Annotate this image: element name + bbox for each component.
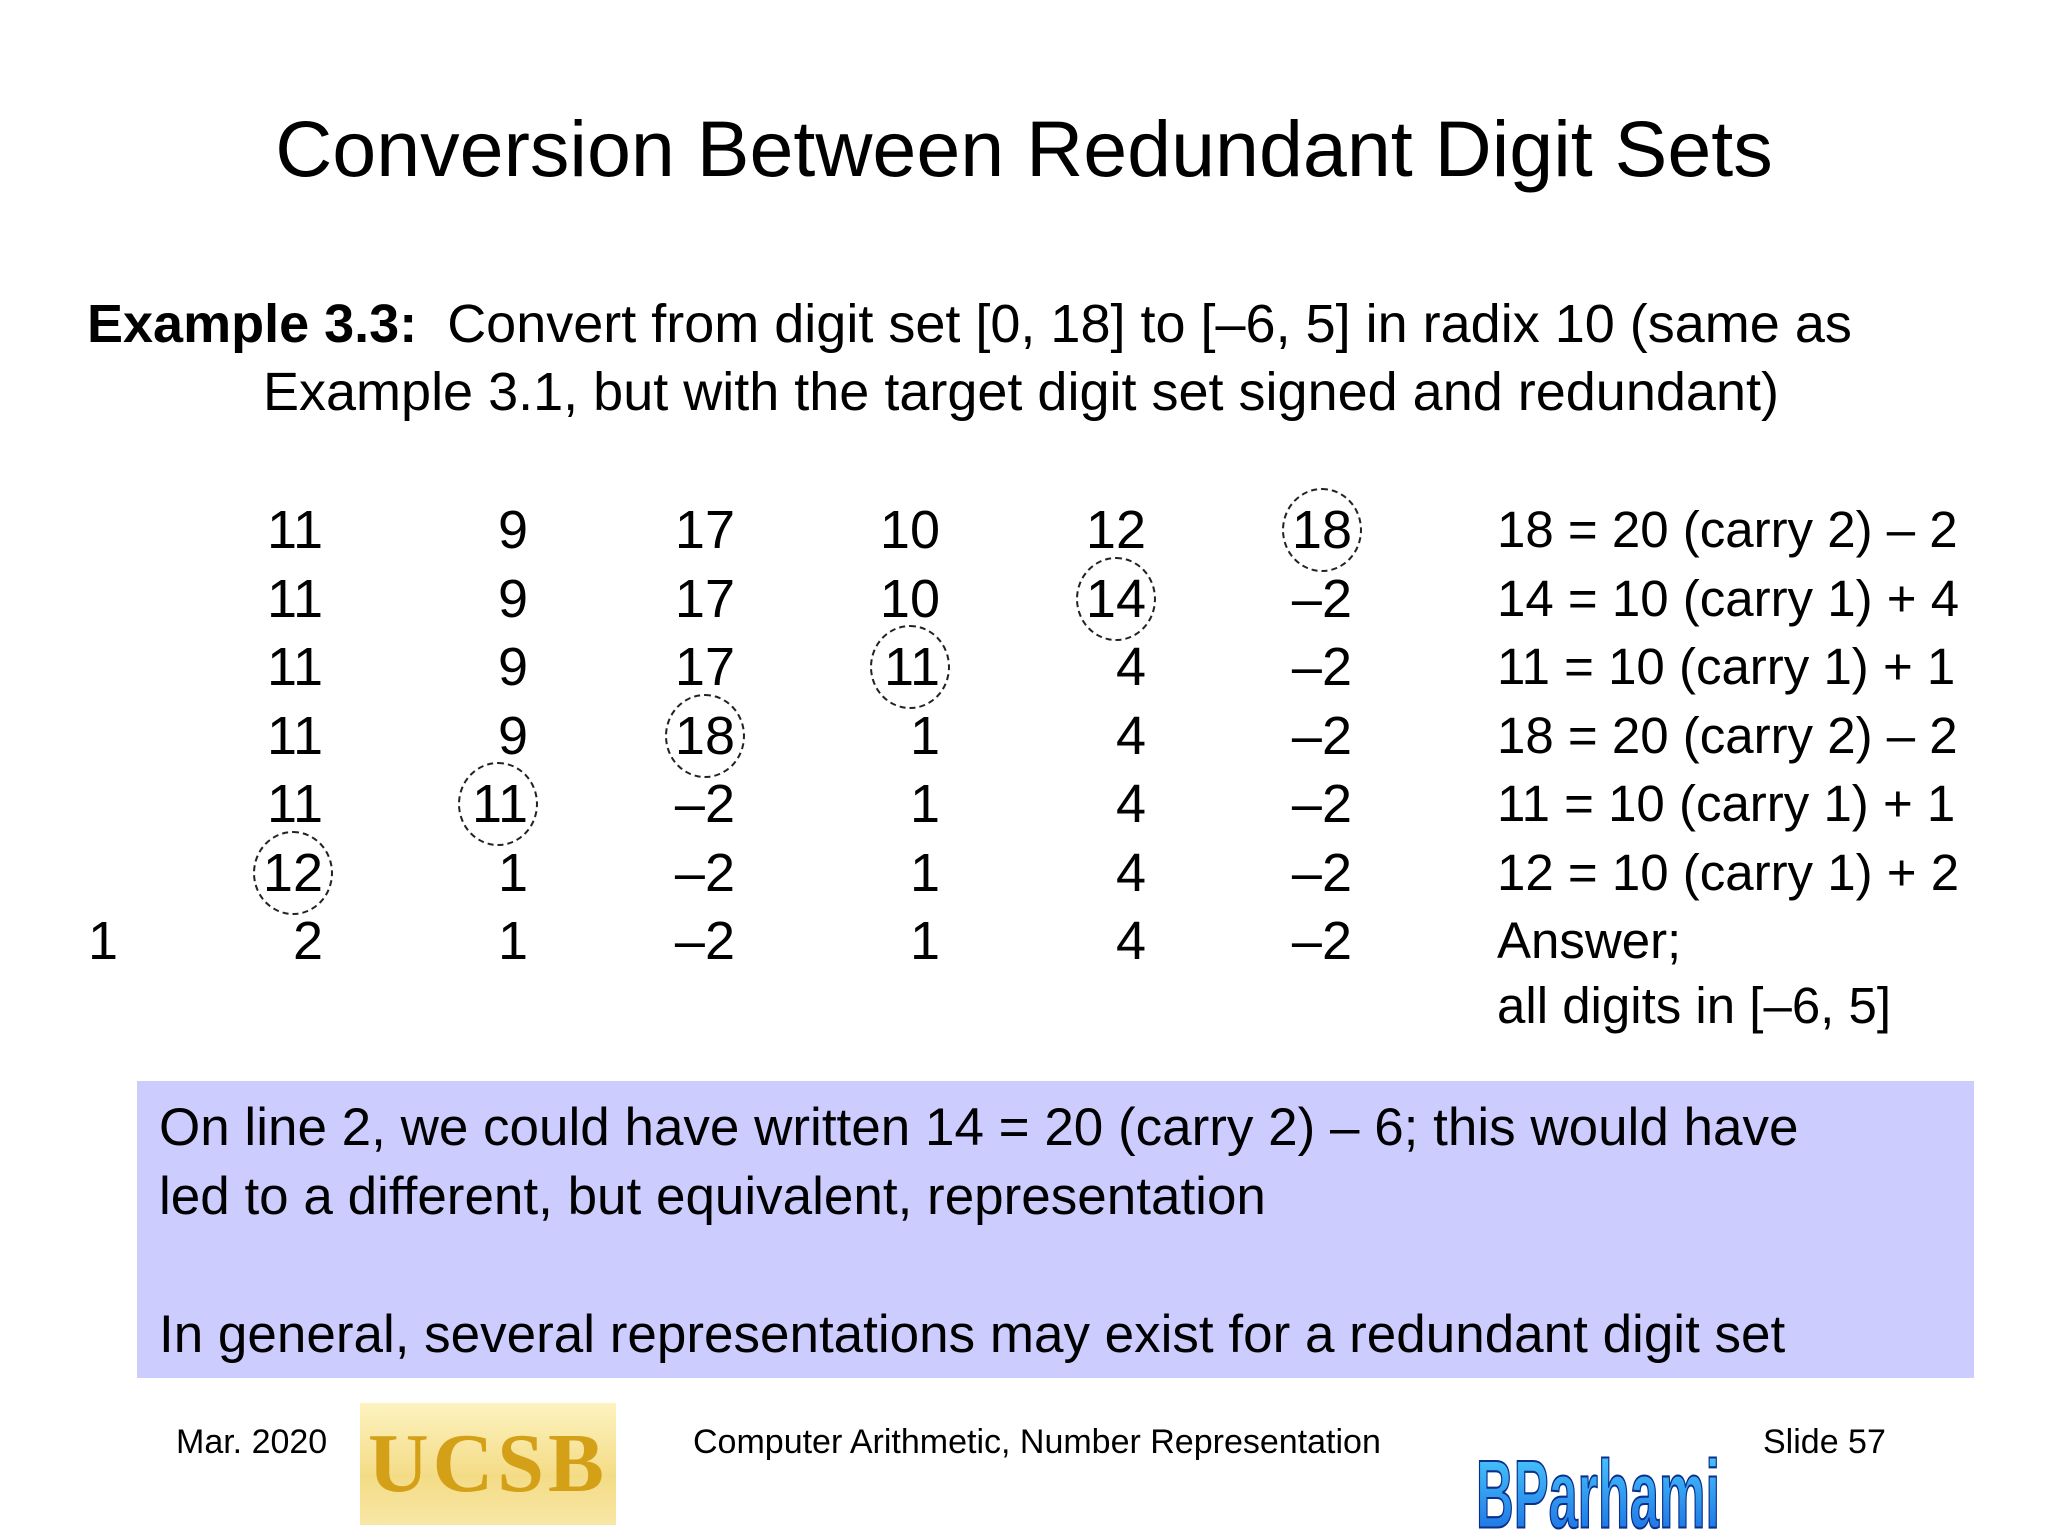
carry-explanation: 11 = 10 (carry 1) + 1 [1497,775,1956,832]
slide-title: Conversion Between Redundant Digit Sets [275,104,1773,193]
digit-cell: 1 [497,843,528,903]
digit-cell: 11 [266,774,323,834]
digit-cell: 4 [1115,706,1146,766]
carry-explanation: 18 = 20 (carry 2) – 2 [1497,501,1958,558]
digit-cell: 10 [879,569,940,629]
dashed-circle [1282,488,1362,572]
digit-cell: 1 [497,911,528,971]
example-label: Example 3.3: [87,294,418,354]
digit-cell: 2 [292,911,323,971]
note-line-3: In general, several representations may … [159,1305,1786,1364]
example-line-1: Example 3.3: Convert from digit set [0, … [87,291,1852,357]
digit-cell: –2 [1291,843,1352,903]
digit-cell: –2 [1291,911,1352,971]
dashed-circle [253,831,333,915]
digit-cell: 1 [909,843,940,903]
footer-slide-number: Slide 57 [1763,1423,1886,1461]
footer-date: Mar. 2020 [176,1423,328,1461]
digit-cell: 4 [1115,637,1146,697]
digit-cell: 17 [674,569,735,629]
digit-cell: 4 [1115,774,1146,834]
digit-cell: –2 [674,843,735,903]
digit-cell: 17 [674,637,735,697]
carry-explanation: 18 = 20 (carry 2) – 2 [1497,707,1958,764]
ucsb-logo-text: UCSB [367,1417,609,1510]
digit-cell: 1 [87,911,118,971]
example-text-1: Convert from digit set [0, 18] to [–6, 5… [447,294,1852,354]
footer-course: Computer Arithmetic, Number Representati… [693,1423,1381,1461]
digit-cell: 17 [674,500,735,560]
carry-explanation: 11 = 10 (carry 1) + 1 [1497,638,1956,695]
digit-cell: 9 [497,637,528,697]
digit-cell: 11 [266,637,323,697]
digit-cell: –2 [1291,637,1352,697]
note-line-2: led to a different, but equivalent, repr… [159,1167,1266,1226]
parhami-logo: BParhami [1475,1440,1721,1530]
carry-explanation: 12 = 10 (carry 1) + 2 [1497,844,1960,901]
dashed-circle [1076,557,1156,641]
note-line-1: On line 2, we could have written 14 = 20… [159,1098,1799,1157]
digit-cell: 1 [909,706,940,766]
digit-cell: 10 [879,500,940,560]
digit-cell: 4 [1115,843,1146,903]
answer-note: Answer; [1497,912,1682,969]
note-box: On line 2, we could have written 14 = 20… [137,1081,1974,1378]
digit-cell: 1 [909,774,940,834]
digit-cell: –2 [1291,774,1352,834]
digit-cell: 9 [497,569,528,629]
digit-cell: 11 [266,706,323,766]
parhami-logo-text: BParhami [1476,1441,1720,1530]
digit-cell: –2 [1291,569,1352,629]
dashed-circle [458,762,538,846]
digit-cell: 1 [909,911,940,971]
digit-cell: –2 [674,911,735,971]
digit-cell: 12 [1085,500,1146,560]
digit-cell: –2 [1291,706,1352,766]
dashed-circle [870,625,950,709]
ucsb-logo: UCSB [360,1403,616,1525]
digit-cell: 11 [266,569,323,629]
digit-cell: 11 [266,500,323,560]
dashed-circle [665,694,745,778]
digit-cell: –2 [674,774,735,834]
digit-cell: 4 [1115,911,1146,971]
digit-cell: 9 [497,500,528,560]
example-line-2: Example 3.1, but with the target digit s… [263,362,1779,422]
carry-explanation: 14 = 10 (carry 1) + 4 [1497,570,1960,627]
digit-cell: 9 [497,706,528,766]
answer-note: all digits in [–6, 5] [1497,977,1892,1034]
